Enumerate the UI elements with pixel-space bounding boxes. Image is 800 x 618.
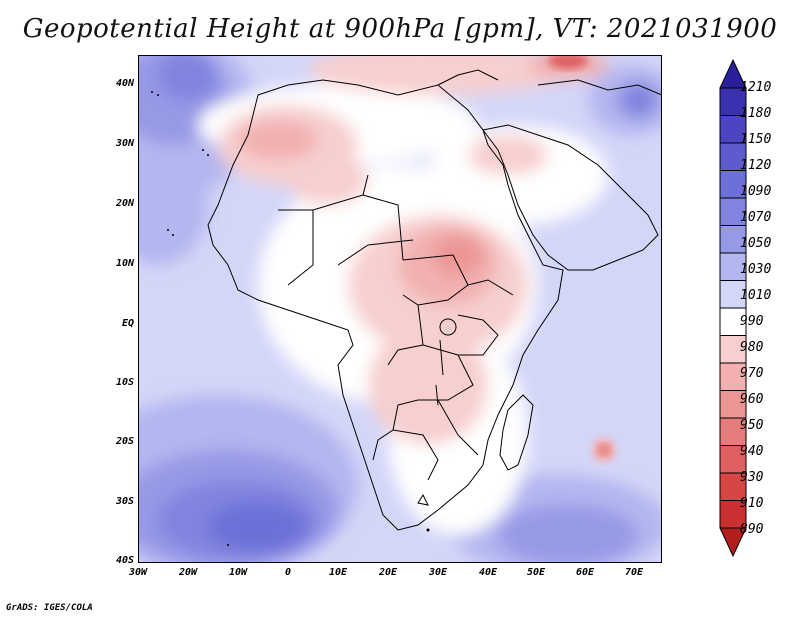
coastlines (207, 69, 662, 531)
colorbar-label-1180: 1180 (740, 106, 772, 121)
lon-label-20e: 20E (378, 567, 398, 578)
colorbar-box (719, 225, 747, 254)
colorbar-label-960: 960 (740, 392, 764, 407)
lakes (417, 318, 457, 506)
map-svg (138, 55, 662, 563)
colorbar-box (719, 335, 747, 364)
colorbar-label-910: 910 (740, 496, 764, 511)
lat-label-20s: 20S (115, 436, 134, 447)
lon-label-50e: 50E (526, 567, 546, 578)
grads-credit: GrADS: IGES/COLA (6, 603, 93, 613)
lon-label-70e: 70E (624, 567, 644, 578)
lon-label-0: 0 (284, 567, 292, 578)
colorbar-box (719, 252, 747, 281)
colorbar-label-1030: 1030 (740, 262, 772, 277)
lat-label-40n: 40N (115, 78, 134, 89)
colorbar-box (719, 362, 747, 391)
colorbar-label-1210: 1210 (740, 80, 772, 95)
colorbar-box (719, 170, 747, 199)
colorbar-label-1050: 1050 (740, 236, 772, 251)
colorbar-bottom-arrow (719, 527, 747, 558)
lon-label-30w: 30W (128, 567, 148, 578)
colorbar-label-980: 980 (740, 340, 764, 355)
colorbar-label-950: 950 (740, 418, 764, 433)
colorbar-label-990: 990 (740, 314, 764, 329)
colorbar-label-1070: 1070 (740, 210, 772, 225)
colorbar-top-arrow (719, 58, 747, 89)
lon-label-60e: 60E (575, 567, 595, 578)
low-north-edge (548, 55, 588, 69)
colorbar-box (719, 280, 747, 309)
colorbar-box (719, 307, 747, 336)
colorbar-label-1120: 1120 (740, 158, 772, 173)
lon-label-10e: 10E (328, 567, 348, 578)
map-title: Geopotential Height at 900hPa [gpm], VT:… (22, 14, 778, 44)
colorbar-box (719, 87, 747, 116)
colorbar-label-1090: 1090 (740, 184, 772, 199)
lon-label-40e: 40E (478, 567, 498, 578)
colorbar-box (719, 417, 747, 446)
lat-label-30n: 30N (115, 138, 134, 149)
colorbar (719, 58, 747, 558)
island-markers (151, 91, 430, 546)
colorbar-label-940: 940 (740, 444, 764, 459)
lon-label-10w: 10W (228, 567, 248, 578)
lat-label-10s: 10S (115, 377, 134, 388)
colorbar-box (719, 142, 747, 171)
colorbar-box (719, 472, 747, 501)
map-frame (138, 55, 662, 563)
lat-label-10n: 10N (115, 258, 134, 269)
lat-label-eq: EQ (121, 318, 134, 329)
lon-label-20w: 20W (178, 567, 198, 578)
colorbar-label-890: 890 (740, 522, 764, 537)
lat-label-40s: 40S (115, 555, 134, 566)
map-plot-area (138, 55, 662, 563)
colorbar-label-930: 930 (740, 470, 764, 485)
colorbar-label-1010: 1010 (740, 288, 772, 303)
colorbar-box (719, 115, 747, 144)
lat-label-30s: 30S (115, 496, 134, 507)
colorbar-label-970: 970 (740, 366, 764, 381)
height-field-shading (138, 55, 662, 563)
lat-label-20n: 20N (115, 198, 134, 209)
colorbar-label-1150: 1150 (740, 132, 772, 147)
lon-label-30e: 30E (428, 567, 448, 578)
